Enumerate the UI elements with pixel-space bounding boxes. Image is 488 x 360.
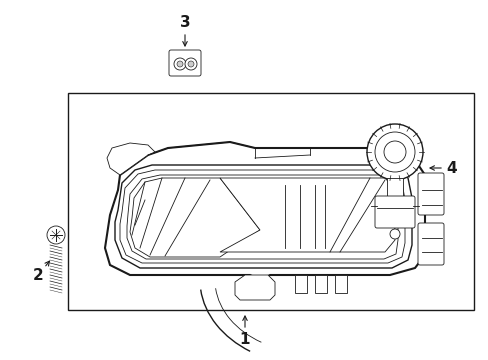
Text: 1: 1 (239, 333, 250, 347)
Circle shape (174, 58, 185, 70)
FancyBboxPatch shape (314, 275, 326, 293)
Circle shape (374, 132, 414, 172)
Circle shape (366, 124, 422, 180)
FancyBboxPatch shape (417, 223, 443, 265)
Polygon shape (235, 275, 274, 300)
Circle shape (47, 226, 65, 244)
FancyBboxPatch shape (334, 275, 346, 293)
Polygon shape (105, 142, 424, 280)
Polygon shape (130, 178, 260, 257)
Text: 3: 3 (179, 14, 190, 30)
FancyBboxPatch shape (374, 196, 414, 228)
Circle shape (383, 141, 405, 163)
Text: 4: 4 (446, 161, 456, 176)
FancyBboxPatch shape (169, 50, 201, 76)
Polygon shape (127, 175, 397, 259)
Circle shape (389, 229, 399, 239)
Text: 2: 2 (33, 267, 43, 283)
Bar (68, 93, 473, 310)
Circle shape (187, 61, 194, 67)
Polygon shape (220, 178, 394, 252)
Polygon shape (107, 143, 155, 175)
Circle shape (177, 61, 183, 67)
FancyBboxPatch shape (417, 173, 443, 215)
FancyBboxPatch shape (386, 178, 402, 200)
Polygon shape (115, 165, 411, 268)
Polygon shape (120, 170, 404, 263)
Circle shape (184, 58, 197, 70)
FancyBboxPatch shape (294, 275, 306, 293)
